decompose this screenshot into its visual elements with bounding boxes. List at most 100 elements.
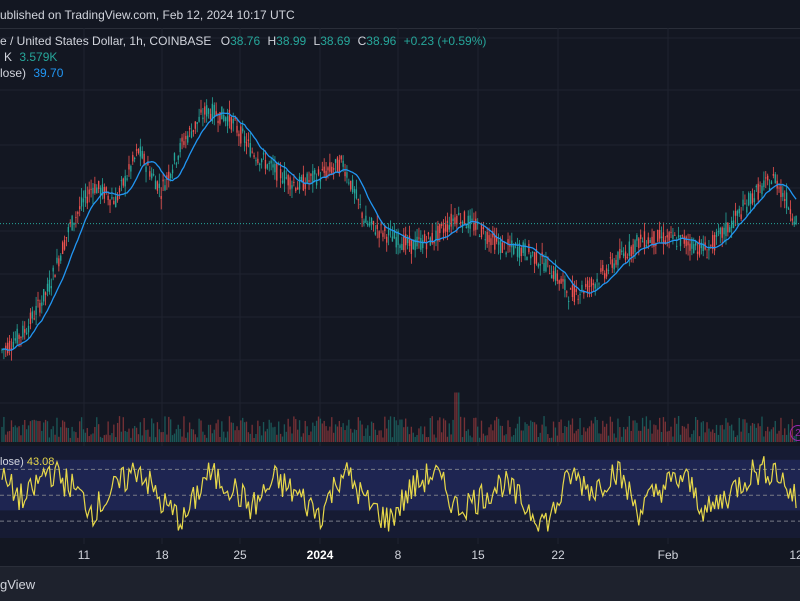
candle-body bbox=[266, 164, 268, 169]
volume-bar bbox=[516, 423, 519, 442]
volume-bar bbox=[151, 418, 153, 442]
volume-bar bbox=[355, 429, 358, 442]
candle-body bbox=[549, 273, 551, 275]
candle-body bbox=[454, 217, 456, 224]
candle-body bbox=[20, 336, 22, 338]
candle-body bbox=[224, 117, 227, 122]
candle-body bbox=[211, 103, 214, 122]
volume-bar bbox=[166, 434, 168, 442]
candle-body bbox=[772, 174, 775, 176]
candle-body bbox=[501, 242, 504, 253]
candle-body bbox=[590, 278, 593, 287]
event-marker-icon[interactable]: 2 bbox=[790, 425, 800, 441]
volume-bar bbox=[101, 437, 104, 442]
volume-bar bbox=[700, 422, 703, 442]
volume-bar bbox=[276, 434, 278, 442]
volume-bar bbox=[209, 424, 212, 442]
candle-body bbox=[431, 232, 433, 244]
volume-bar bbox=[211, 433, 214, 442]
candle-body bbox=[217, 120, 219, 124]
candle-body bbox=[145, 166, 147, 173]
candle-body bbox=[700, 242, 703, 249]
volume-bar bbox=[611, 421, 613, 442]
candle-body bbox=[29, 312, 32, 325]
volume-bar bbox=[149, 436, 151, 442]
candle-body bbox=[319, 178, 322, 182]
candle-body bbox=[617, 252, 619, 266]
candle-body bbox=[689, 243, 691, 251]
candle-body bbox=[405, 234, 407, 246]
rsi-label[interactable]: lose) bbox=[0, 456, 24, 468]
volume-bar bbox=[304, 420, 306, 442]
volume-bar bbox=[67, 427, 69, 442]
candle-body bbox=[482, 227, 485, 230]
price-chart[interactable] bbox=[0, 28, 800, 544]
candle-body bbox=[611, 259, 613, 268]
volume-bar bbox=[507, 420, 509, 442]
candle-body bbox=[56, 257, 58, 263]
volume-bar bbox=[92, 433, 94, 442]
volume-bar bbox=[380, 430, 382, 442]
volume-bar bbox=[441, 432, 443, 442]
volume-bar bbox=[315, 420, 318, 442]
volume-bar bbox=[448, 423, 450, 442]
volume-bar bbox=[90, 434, 92, 442]
volume-bar bbox=[120, 431, 123, 442]
candle-body bbox=[243, 136, 246, 143]
candle-body bbox=[731, 220, 733, 229]
candle-body bbox=[738, 208, 740, 214]
symbol-label[interactable]: e / United States Dollar, 1h, COINBASE bbox=[0, 34, 212, 48]
candle-body bbox=[230, 117, 232, 130]
candle-body bbox=[132, 155, 134, 162]
volume-bar bbox=[143, 418, 145, 442]
volume-bar bbox=[549, 437, 551, 442]
candle-body bbox=[168, 171, 170, 180]
moving-average-line bbox=[1, 112, 797, 351]
candle-body bbox=[410, 239, 413, 254]
candle-body bbox=[162, 179, 164, 182]
candle-body bbox=[759, 185, 761, 187]
ma-label[interactable]: lose) bbox=[0, 66, 27, 80]
volume-bar bbox=[376, 435, 378, 442]
candle-body bbox=[397, 231, 399, 245]
rsi-value: 43.08 bbox=[26, 456, 55, 468]
volume-bar bbox=[361, 424, 363, 442]
volume-bar bbox=[649, 420, 651, 442]
volume-bar bbox=[605, 423, 608, 442]
volume-bar bbox=[768, 431, 771, 442]
volume-bar bbox=[162, 432, 164, 442]
volume-bar bbox=[662, 417, 665, 442]
candle-body bbox=[84, 190, 87, 199]
volume-bar bbox=[41, 430, 43, 442]
candle-body bbox=[575, 289, 577, 292]
volume-bar bbox=[712, 429, 714, 442]
candle-body bbox=[18, 335, 20, 339]
candle-body bbox=[494, 235, 496, 250]
volume-bar bbox=[3, 416, 5, 442]
candle-body bbox=[384, 226, 386, 232]
volume-bar bbox=[596, 420, 598, 442]
volume-bar bbox=[200, 420, 202, 442]
volume-bar bbox=[105, 434, 107, 442]
candle-body bbox=[80, 197, 83, 207]
candle-body bbox=[537, 264, 540, 267]
volume-bar bbox=[20, 435, 22, 442]
volume-bar bbox=[35, 420, 37, 442]
volume-bar bbox=[266, 428, 268, 442]
candle-body bbox=[768, 188, 771, 191]
candle-body bbox=[602, 265, 604, 272]
volume-bar bbox=[477, 426, 479, 442]
time-axis[interactable]: 11 18 25 2024 8 15 22 Feb 12 bbox=[0, 544, 800, 566]
volume-bar bbox=[566, 426, 568, 442]
volume-bar bbox=[774, 420, 776, 442]
volume-bar bbox=[594, 416, 596, 442]
candle-body bbox=[422, 240, 424, 249]
candle-body bbox=[522, 242, 524, 253]
candle-body bbox=[459, 221, 462, 224]
candle-body bbox=[444, 224, 447, 232]
candle-body bbox=[88, 189, 90, 195]
volume-bar bbox=[401, 419, 403, 442]
volume-label[interactable]: K bbox=[4, 50, 13, 64]
candle-body bbox=[130, 165, 132, 172]
candle-body bbox=[691, 238, 693, 249]
